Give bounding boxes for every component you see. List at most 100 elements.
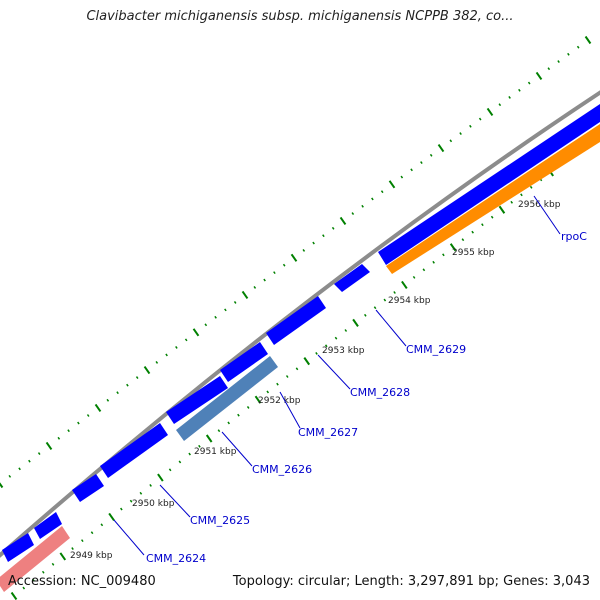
tick-label: 2954 kbp (388, 296, 431, 306)
major-tick (94, 403, 102, 412)
minor-tick (351, 212, 355, 216)
gene-label[interactable]: CMM_2627 (298, 426, 358, 439)
major-tick (303, 357, 311, 366)
gene-label[interactable]: CMM_2624 (146, 552, 206, 565)
minor-tick (276, 382, 279, 386)
major-tick (401, 280, 408, 290)
major-tick (157, 473, 164, 482)
major-tick (45, 441, 53, 450)
minor-tick (529, 185, 533, 189)
minor-tick (400, 175, 404, 179)
gene-label-leaders (113, 195, 561, 556)
major-tick (10, 591, 18, 600)
map-title: Clavibacter michiganensis subsp. michiga… (86, 9, 514, 24)
gene-feature-pink[interactable] (0, 526, 70, 592)
minor-tick (106, 398, 110, 402)
minor-tick (37, 452, 41, 455)
minor-tick (442, 253, 445, 257)
gene-feature-left-1[interactable] (34, 512, 62, 539)
major-tick (0, 482, 4, 489)
minor-tick (41, 570, 45, 574)
minor-tick (71, 547, 74, 550)
minor-tick (126, 383, 129, 387)
gene-label[interactable]: CMM_2626 (252, 463, 312, 476)
minor-tick (383, 298, 387, 302)
gene-labels: CMM_2624 CMM_2625 CMM_2626 CMM_2627 CMM_… (146, 230, 587, 565)
gene-feature-rpob[interactable] (378, 104, 600, 265)
gene-feature-left-2[interactable] (2, 533, 34, 562)
minor-tick (432, 260, 435, 264)
minor-tick (498, 103, 502, 107)
major-tick (449, 243, 457, 252)
minor-tick (508, 96, 511, 99)
minor-tick (518, 88, 521, 92)
minor-tick (139, 491, 143, 495)
minor-tick (459, 132, 462, 135)
minor-tick (18, 467, 21, 471)
gene-feature-steelblue[interactable] (176, 356, 278, 441)
minor-tick (576, 45, 580, 49)
minor-tick (282, 263, 286, 267)
minor-tick (420, 161, 423, 164)
minor-tick (490, 215, 494, 219)
minor-tick (165, 353, 168, 357)
minor-tick (363, 313, 367, 317)
gene-label[interactable]: CMM_2629 (406, 343, 466, 356)
tick-label: 2951 kbp (194, 447, 237, 457)
gene-label[interactable]: rpoC (561, 230, 587, 243)
minor-tick (246, 405, 250, 409)
minor-tick (285, 375, 289, 378)
minor-tick (214, 315, 217, 319)
tick-label: 2956 kbp (518, 200, 561, 210)
minor-tick (263, 278, 266, 282)
minor-tick (302, 248, 306, 252)
minor-tick (224, 308, 227, 312)
minor-tick (227, 421, 231, 425)
outer-tick-row (0, 35, 592, 489)
gene-feature-cmm-2626[interactable] (166, 376, 228, 424)
major-tick (352, 318, 359, 327)
gene-feature-cmm-2624[interactable] (72, 474, 104, 502)
minor-tick (461, 238, 465, 242)
gene-label[interactable]: CMM_2628 (350, 386, 410, 399)
major-tick (535, 71, 543, 80)
minor-tick (204, 323, 208, 327)
minor-tick (188, 452, 191, 456)
topology-label: Topology: circular; Length: 3,297,891 bp… (232, 574, 590, 589)
minor-tick (175, 345, 178, 349)
minor-tick (481, 223, 484, 227)
gene-feature-cmm-2629[interactable] (334, 264, 370, 292)
minor-tick (28, 459, 31, 463)
major-tick (241, 290, 249, 300)
minor-tick (361, 204, 364, 208)
minor-tick (80, 539, 84, 543)
minor-tick (120, 507, 123, 511)
minor-tick (67, 429, 70, 433)
major-tick (339, 216, 347, 226)
gene-feature-cmm-2625[interactable] (100, 423, 168, 478)
gene-feature-cmm-2628[interactable] (266, 296, 326, 345)
minor-tick (334, 336, 338, 340)
gene-feature-cmm-2627[interactable] (220, 342, 268, 382)
minor-tick (273, 271, 276, 275)
major-tick (584, 35, 592, 45)
minor-tick (393, 291, 396, 294)
minor-tick (312, 241, 315, 245)
minor-tick (520, 193, 523, 197)
gene-label[interactable]: CMM_2625 (190, 514, 250, 527)
major-tick (205, 434, 213, 443)
minor-tick (469, 124, 472, 128)
tick-label: 2949 kbp (70, 551, 113, 561)
minor-tick (168, 468, 172, 472)
minor-tick (322, 234, 325, 238)
minor-tick (371, 197, 374, 201)
minor-tick (253, 286, 257, 289)
minor-tick (155, 361, 159, 364)
gene-track (0, 104, 600, 592)
minor-tick (51, 562, 55, 566)
minor-tick (331, 226, 335, 230)
gene-feature-rpoc[interactable] (386, 124, 600, 274)
minor-tick (86, 414, 90, 417)
minor-tick (198, 444, 201, 448)
minor-tick (77, 421, 80, 425)
